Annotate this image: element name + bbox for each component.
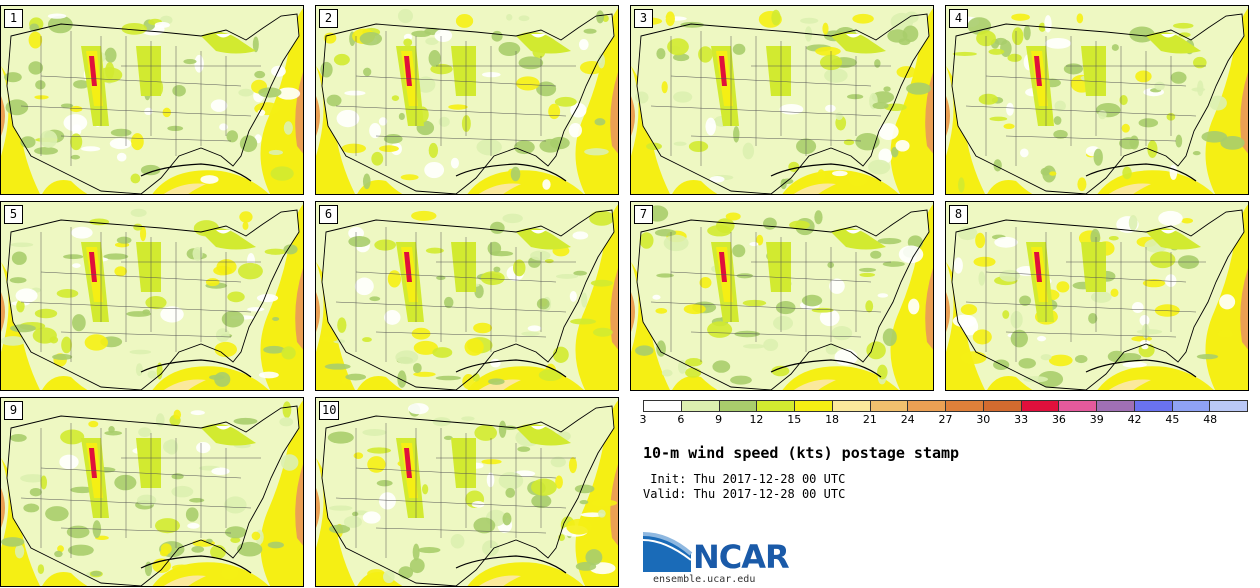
colorbar-swatch bbox=[908, 401, 946, 411]
wind-speed-map bbox=[631, 202, 933, 390]
colorbar-swatch bbox=[719, 401, 758, 411]
wind-speed-map bbox=[316, 202, 618, 390]
colorbar-swatch bbox=[870, 401, 909, 411]
map-panel: 9 bbox=[0, 397, 304, 587]
map-panel: 4 bbox=[945, 5, 1249, 195]
member-number: 7 bbox=[634, 205, 653, 224]
site-url[interactable]: ensemble.ucar.edu bbox=[653, 574, 756, 585]
colorbar-swatch bbox=[681, 401, 720, 411]
colorbar-tick-label: 36 bbox=[1051, 413, 1066, 426]
colorbar-tick-label: 15 bbox=[787, 413, 802, 426]
map-panel: 10 bbox=[315, 397, 619, 587]
colorbar-swatch bbox=[1134, 401, 1173, 411]
colorbar-tick-label: 3 bbox=[639, 413, 647, 426]
member-number: 2 bbox=[319, 9, 338, 28]
colorbar-swatch bbox=[1059, 401, 1097, 411]
map-panel: 2 bbox=[315, 5, 619, 195]
colorbar-labels: 3 6 9 12 15 18 21 24 27 30 33 36 39 42 45 48 bbox=[639, 413, 1248, 429]
init-time: Init: Thu 2017-12-28 00 UTC bbox=[643, 472, 846, 486]
map-panel: 7 bbox=[630, 201, 934, 391]
wind-speed-map bbox=[946, 202, 1248, 390]
member-number: 6 bbox=[319, 205, 338, 224]
colorbar-tick-label: 18 bbox=[825, 413, 840, 426]
wind-speed-map bbox=[316, 398, 618, 586]
colorbar-swatch bbox=[1097, 401, 1135, 411]
wind-speed-map bbox=[631, 6, 933, 194]
member-number: 10 bbox=[319, 401, 340, 420]
colorbar-tick-label: 24 bbox=[900, 413, 915, 426]
wind-speed-colorbar bbox=[643, 400, 1248, 412]
figure-title: 10-m wind speed (kts) postage stamp bbox=[643, 444, 960, 462]
colorbar-tick-label: 12 bbox=[749, 413, 764, 426]
colorbar-swatch bbox=[832, 401, 871, 411]
map-panel: 5 bbox=[0, 201, 304, 391]
colorbar-tick-label: 45 bbox=[1165, 413, 1180, 426]
wind-speed-map bbox=[1, 6, 303, 194]
colorbar-tick-label: 9 bbox=[715, 413, 723, 426]
colorbar-tick-label: 42 bbox=[1127, 413, 1142, 426]
colorbar-tick-label: 30 bbox=[976, 413, 991, 426]
colorbar-swatch bbox=[1210, 401, 1247, 411]
member-number: 3 bbox=[634, 9, 653, 28]
member-number: 1 bbox=[4, 9, 23, 28]
map-panel: 3 bbox=[630, 5, 934, 195]
ncar-logo-text: NCAR bbox=[693, 538, 790, 576]
map-panel: 8 bbox=[945, 201, 1249, 391]
colorbar-swatch bbox=[644, 401, 682, 411]
colorbar-tick-label: 6 bbox=[677, 413, 685, 426]
wind-speed-map bbox=[1, 398, 303, 586]
valid-time: Valid: Thu 2017-12-28 00 UTC bbox=[643, 487, 846, 501]
wind-speed-map bbox=[1, 202, 303, 390]
colorbar-tick-label: 39 bbox=[1089, 413, 1104, 426]
member-number: 9 bbox=[4, 401, 23, 420]
colorbar-tick-label: 48 bbox=[1203, 413, 1218, 426]
map-panel: 6 bbox=[315, 201, 619, 391]
colorbar-tick-label: 27 bbox=[938, 413, 953, 426]
wind-speed-map bbox=[946, 6, 1248, 194]
map-panel: 1 bbox=[0, 5, 304, 195]
member-number: 8 bbox=[949, 205, 968, 224]
wind-speed-map bbox=[316, 6, 618, 194]
colorbar-swatch bbox=[1172, 401, 1211, 411]
ncar-logo bbox=[643, 532, 693, 572]
colorbar-swatch bbox=[757, 401, 795, 411]
member-number: 4 bbox=[949, 9, 968, 28]
colorbar-swatch bbox=[946, 401, 984, 411]
colorbar-swatch bbox=[983, 401, 1022, 411]
colorbar-tick-label: 33 bbox=[1014, 413, 1029, 426]
colorbar-tick-label: 21 bbox=[862, 413, 877, 426]
member-number: 5 bbox=[4, 205, 23, 224]
colorbar-swatch bbox=[795, 401, 833, 411]
colorbar-swatch bbox=[1021, 401, 1060, 411]
